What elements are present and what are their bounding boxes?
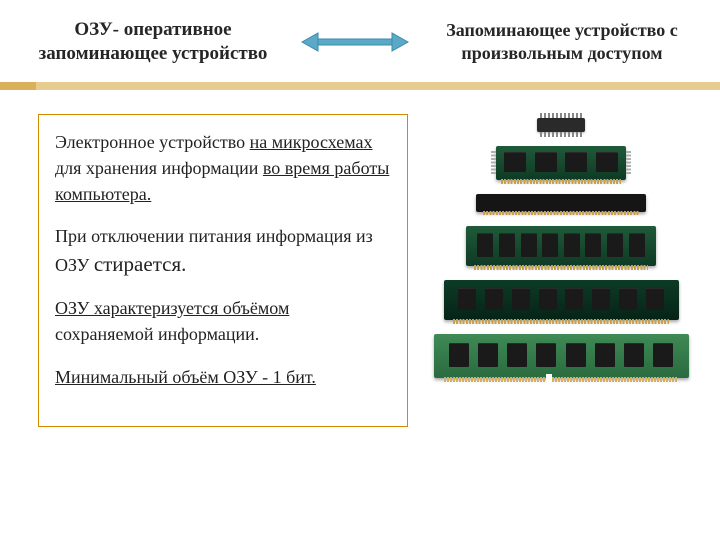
para-3: ОЗУ характеризуется объёмом сохраняемой … [55,295,391,347]
title-left: ОЗУ- оперативное запоминающее устройство [28,18,278,66]
divider-bar [0,82,720,90]
text-emph: стирается. [94,252,187,276]
memory-module-ddr [434,334,689,378]
para-2: При отключении питания информация из ОЗУ… [55,223,391,280]
definition-textbox: Электронное устройство на микросхемах дл… [38,114,408,427]
memory-chip-dip [537,118,585,132]
text: Электронное устройство [55,132,250,152]
memory-module-simm-72 [466,226,656,266]
memory-module-dimm-long [444,280,679,320]
memory-modules-column [426,114,696,427]
arrow-wrap [290,30,420,54]
double-arrow-icon [300,30,410,54]
text: сохраняемой информации. [55,324,259,344]
text: для хранения информации [55,158,263,178]
header-row: ОЗУ- оперативное запоминающее устройство… [0,0,720,76]
text-underline: Минимальный объём ОЗУ - 1 бит. [55,367,316,387]
para-4: Минимальный объём ОЗУ - 1 бит. [55,364,391,390]
divider-seg-a [0,82,36,90]
text-underline: на микросхемах [250,132,373,152]
divider-seg-b [36,82,720,90]
text-underline: ОЗУ характеризуется объёмом [55,298,289,318]
memory-module-narrow [476,194,646,212]
content-row: Электронное устройство на микросхемах дл… [0,90,720,427]
memory-module-simm-short [496,146,626,180]
para-1: Электронное устройство на микросхемах дл… [55,129,391,207]
title-right: Запоминающее устройство с произвольным д… [432,19,692,64]
